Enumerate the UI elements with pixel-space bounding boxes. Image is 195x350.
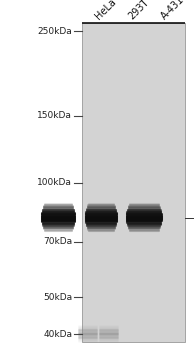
Text: A-431: A-431 xyxy=(160,0,187,21)
Text: 100kDa: 100kDa xyxy=(37,178,72,187)
Text: 70kDa: 70kDa xyxy=(43,237,72,246)
Text: 50kDa: 50kDa xyxy=(43,293,72,302)
Bar xyxy=(82,23,185,342)
Text: 250kDa: 250kDa xyxy=(37,27,72,36)
Text: 40kDa: 40kDa xyxy=(43,329,72,338)
Text: 150kDa: 150kDa xyxy=(37,111,72,120)
Text: HeLa: HeLa xyxy=(93,0,118,21)
Text: 293T: 293T xyxy=(127,0,151,21)
